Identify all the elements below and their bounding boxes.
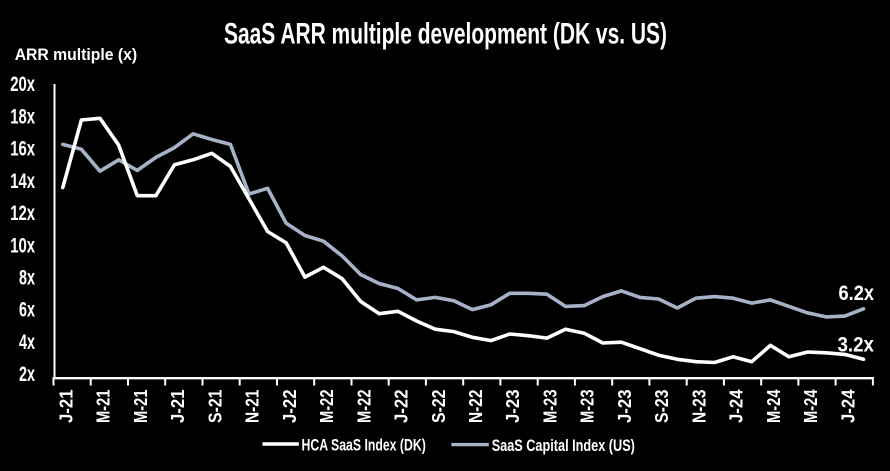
- svg-text:SaaS Capital Index (US): SaaS Capital Index (US): [492, 437, 635, 455]
- svg-text:18x: 18x: [10, 105, 35, 128]
- svg-text:N-23: N-23: [690, 390, 710, 424]
- svg-text:J-22: J-22: [280, 390, 300, 424]
- svg-text:S-21: S-21: [205, 390, 225, 424]
- svg-text:M-21: M-21: [94, 390, 114, 424]
- svg-text:SaaS ARR multiple development: SaaS ARR multiple development (DK vs. US…: [224, 18, 667, 51]
- svg-text:M-24: M-24: [764, 390, 784, 424]
- svg-text:M-23: M-23: [578, 390, 598, 424]
- svg-text:20x: 20x: [10, 73, 35, 96]
- svg-text:J-24: J-24: [838, 390, 858, 424]
- svg-text:HCA SaaS Index (DK): HCA SaaS Index (DK): [302, 436, 426, 454]
- svg-text:J-21: J-21: [168, 390, 188, 424]
- svg-text:M-22: M-22: [354, 390, 374, 424]
- svg-text:M-21: M-21: [131, 390, 151, 424]
- svg-text:4x: 4x: [19, 331, 35, 354]
- svg-text:8x: 8x: [19, 267, 35, 290]
- svg-text:ARR multiple (x): ARR multiple (x): [15, 45, 138, 64]
- svg-text:12x: 12x: [10, 202, 35, 225]
- svg-text:M-24: M-24: [801, 390, 821, 424]
- svg-text:6x: 6x: [19, 299, 35, 322]
- svg-text:S-22: S-22: [429, 390, 449, 424]
- svg-text:M-22: M-22: [317, 390, 337, 424]
- svg-text:10x: 10x: [10, 234, 35, 257]
- svg-text:J-24: J-24: [727, 390, 747, 424]
- svg-text:N-21: N-21: [243, 390, 263, 424]
- svg-text:3.2x: 3.2x: [838, 333, 875, 357]
- svg-text:2x: 2x: [19, 363, 35, 386]
- svg-text:J-23: J-23: [615, 390, 635, 424]
- svg-text:S-23: S-23: [652, 390, 672, 424]
- svg-text:16x: 16x: [10, 138, 35, 161]
- svg-text:6.2x: 6.2x: [839, 281, 875, 305]
- svg-text:J-22: J-22: [392, 390, 412, 424]
- svg-text:N-22: N-22: [466, 390, 486, 424]
- svg-text:M-23: M-23: [541, 390, 561, 424]
- svg-text:14x: 14x: [10, 170, 35, 193]
- svg-text:J-21: J-21: [56, 390, 76, 424]
- svg-text:J-23: J-23: [503, 390, 523, 424]
